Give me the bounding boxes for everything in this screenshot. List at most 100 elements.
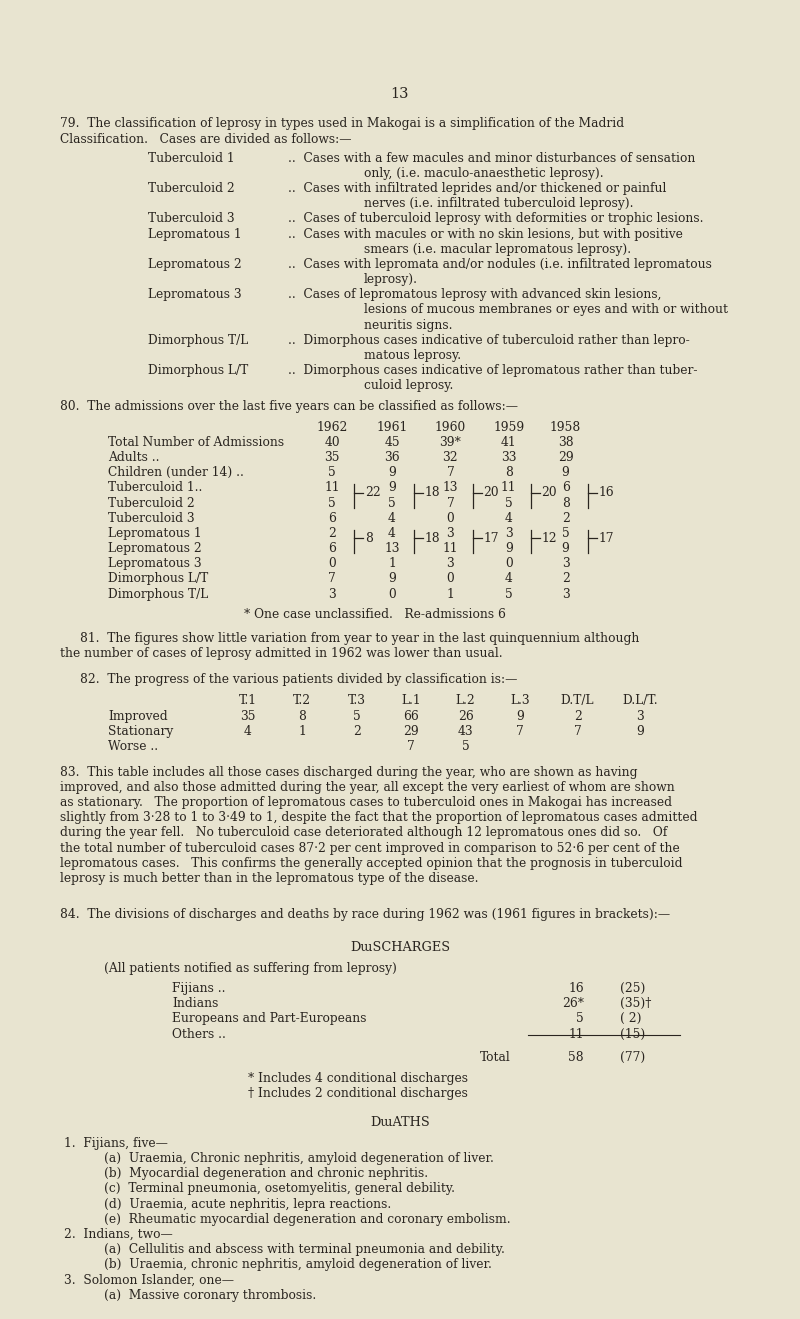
Text: (c)  Terminal pneumonia, osetomyelitis, general debility.: (c) Terminal pneumonia, osetomyelitis, g… [104,1182,455,1195]
Text: 41: 41 [501,435,517,448]
Text: 7: 7 [446,496,454,509]
Text: 18: 18 [425,485,441,499]
Text: 12: 12 [542,532,558,545]
Text: slightly from 3·28 to 1 to 3·49 to 1, despite the fact that the proportion of le: slightly from 3·28 to 1 to 3·49 to 1, de… [60,811,698,824]
Text: 1961: 1961 [376,421,408,434]
Text: 4: 4 [388,512,396,525]
Text: 3.  Solomon Islander, one—: 3. Solomon Islander, one— [64,1273,234,1286]
Text: lesions of mucous membranes or eyes and with or without: lesions of mucous membranes or eyes and … [364,303,728,317]
Text: 22: 22 [365,485,381,499]
Text: 33: 33 [501,451,517,464]
Text: leprosy is much better than in the lepromatous type of the disease.: leprosy is much better than in the lepro… [60,872,478,885]
Text: ..  Cases with macules or with no skin lesions, but with positive: .. Cases with macules or with no skin le… [288,227,683,240]
Text: 11: 11 [442,542,458,555]
Text: (b)  Myocardial degeneration and chronic nephritis.: (b) Myocardial degeneration and chronic … [104,1167,428,1181]
Text: Lepromatous 1: Lepromatous 1 [148,227,242,240]
Text: (35)†: (35)† [620,997,651,1010]
Text: 3: 3 [446,526,454,539]
Text: ..  Cases with lepromata and/or nodules (i.e. infiltrated lepromatous: .. Cases with lepromata and/or nodules (… [288,257,712,270]
Text: 6: 6 [562,481,570,495]
Text: D.T/L: D.T/L [561,694,594,707]
Text: Total Number of Admissions: Total Number of Admissions [108,435,284,448]
Text: 32: 32 [442,451,458,464]
Text: 80.  The admissions over the last five years can be classified as follows:—: 80. The admissions over the last five ye… [60,400,518,413]
Text: 82.  The progress of the various patients divided by classification is:—: 82. The progress of the various patients… [80,673,518,686]
Text: DɯATHS: DɯATHS [370,1116,430,1129]
Text: 84.  The divisions of discharges and deaths by race during 1962 was (1961 figure: 84. The divisions of discharges and deat… [60,907,670,921]
Text: Dimorphous T/L: Dimorphous T/L [148,334,248,347]
Text: 5: 5 [328,466,336,479]
Text: (All patients notified as suffering from leprosy): (All patients notified as suffering from… [104,962,397,975]
Text: Tuberculoid 1: Tuberculoid 1 [148,152,234,165]
Text: 35: 35 [324,451,340,464]
Text: † Includes 2 conditional discharges: † Includes 2 conditional discharges [248,1087,468,1100]
Text: 1: 1 [388,557,396,570]
Text: leprosy).: leprosy). [364,273,418,286]
Text: 0: 0 [505,557,513,570]
Text: Total: Total [480,1050,510,1063]
Text: T.3: T.3 [348,694,366,707]
Text: 58: 58 [568,1050,584,1063]
Text: 0: 0 [446,512,454,525]
Text: 83.  This table includes all those cases discharged during the year, who are sho: 83. This table includes all those cases … [60,765,638,778]
Text: Lepromatous 2: Lepromatous 2 [108,542,202,555]
Text: Tuberculoid 2: Tuberculoid 2 [148,182,234,195]
Text: T.1: T.1 [239,694,257,707]
Text: 13: 13 [390,87,410,102]
Text: Fijians ..: Fijians .. [172,981,226,995]
Text: 2.  Indians, two—: 2. Indians, two— [64,1228,173,1241]
Text: 9: 9 [562,542,570,555]
Text: 4: 4 [505,512,513,525]
Text: 5: 5 [353,710,361,723]
Text: improved, and also those admitted during the year, all except the very earliest : improved, and also those admitted during… [60,781,674,794]
Text: Tuberculoid 3: Tuberculoid 3 [108,512,194,525]
Text: (a)  Massive coronary thrombosis.: (a) Massive coronary thrombosis. [104,1289,316,1302]
Text: 16: 16 [598,485,614,499]
Text: the total number of tuberculoid cases 87·2 per cent improved in comparison to 52: the total number of tuberculoid cases 87… [60,842,680,855]
Text: ..  Cases of tuberculoid leprosy with deformities or trophic lesions.: .. Cases of tuberculoid leprosy with def… [288,212,703,226]
Text: Lepromatous 2: Lepromatous 2 [148,257,242,270]
Text: 66: 66 [403,710,419,723]
Text: 0: 0 [328,557,336,570]
Text: Tuberculoid 3: Tuberculoid 3 [148,212,234,226]
Text: 9: 9 [388,481,396,495]
Text: 8: 8 [298,710,306,723]
Text: matous leprosy.: matous leprosy. [364,348,461,361]
Text: 2: 2 [328,526,336,539]
Text: 3: 3 [505,526,513,539]
Text: 17: 17 [598,532,614,545]
Text: * One case unclassified.   Re-admissions 6: * One case unclassified. Re-admissions 6 [244,608,506,621]
Text: 1962: 1962 [316,421,348,434]
Text: 5: 5 [462,740,470,753]
Text: 9: 9 [636,724,644,737]
Text: Lepromatous 1: Lepromatous 1 [108,526,202,539]
Text: 2: 2 [562,512,570,525]
Text: 5: 5 [505,587,513,600]
Text: 1958: 1958 [550,421,582,434]
Text: 2: 2 [574,710,582,723]
Text: (e)  Rheumatic myocardial degeneration and coronary embolism.: (e) Rheumatic myocardial degeneration an… [104,1212,510,1225]
Text: Dimorphous T/L: Dimorphous T/L [108,587,208,600]
Text: ( 2): ( 2) [620,1012,642,1025]
Text: 20: 20 [483,485,499,499]
Text: 17: 17 [483,532,498,545]
Text: (d)  Uraemia, acute nephritis, lepra reactions.: (d) Uraemia, acute nephritis, lepra reac… [104,1198,391,1211]
Text: 3: 3 [562,557,570,570]
Text: 1: 1 [446,587,454,600]
Text: 20: 20 [542,485,558,499]
Text: as stationary.   The proportion of lepromatous cases to tuberculoid ones in Mako: as stationary. The proportion of leproma… [60,795,672,809]
Text: 4: 4 [388,526,396,539]
Text: Classification.   Cases are divided as follows:—: Classification. Cases are divided as fol… [60,132,351,145]
Text: 81.  The figures show little variation from year to year in the last quinquenniu: 81. The figures show little variation fr… [80,632,639,645]
Text: nerves (i.e. infiltrated tuberculoid leprosy).: nerves (i.e. infiltrated tuberculoid lep… [364,197,634,210]
Text: Children (under 14) ..: Children (under 14) .. [108,466,244,479]
Text: 3: 3 [636,710,644,723]
Text: (a)  Uraemia, Chronic nephritis, amyloid degeneration of liver.: (a) Uraemia, Chronic nephritis, amyloid … [104,1151,494,1165]
Text: * Includes 4 conditional discharges: * Includes 4 conditional discharges [248,1071,468,1084]
Text: Europeans and Part-Europeans: Europeans and Part-Europeans [172,1012,366,1025]
Text: 1959: 1959 [493,421,525,434]
Text: only, (i.e. maculo-anaesthetic leprosy).: only, (i.e. maculo-anaesthetic leprosy). [364,166,604,179]
Text: (15): (15) [620,1028,646,1041]
Text: 29: 29 [558,451,574,464]
Text: 35: 35 [240,710,256,723]
